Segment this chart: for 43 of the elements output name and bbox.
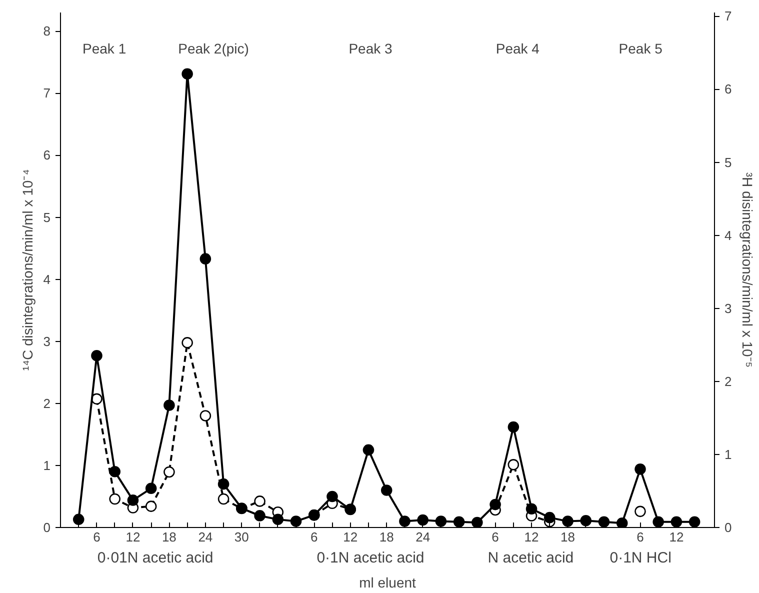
- text: 0·1N HCl: [610, 550, 672, 566]
- y2-tick-label: 1: [724, 446, 732, 462]
- annotation: Peak 2(pic): [178, 40, 249, 57]
- x-tick-label: 12: [343, 530, 358, 544]
- y-tick-label: 4: [43, 272, 51, 287]
- x-tick-label: 30: [234, 530, 249, 544]
- x-tick-label: 18: [560, 530, 575, 544]
- x-tick-label: 12: [524, 530, 539, 544]
- y-tick-label: 6: [43, 148, 51, 163]
- x-axis-title: ml eluent: [359, 574, 416, 590]
- x-tick-label: 6: [310, 530, 318, 544]
- y-tick-label: 1: [43, 458, 51, 473]
- y2-tick-label: 4: [724, 228, 732, 243]
- x-tick-label: 6: [636, 530, 644, 544]
- y2-tick-label: 5: [724, 154, 732, 170]
- text: 0·01N acetic acid: [97, 550, 214, 566]
- y-tick-label: 7: [43, 86, 51, 101]
- y-tick-label: 2: [43, 396, 51, 411]
- x-tick-label: 12: [126, 530, 140, 544]
- x-tick-label: 18: [379, 530, 394, 544]
- text: N acetic acid: [488, 550, 574, 566]
- y2-tick-label: 6: [724, 82, 732, 97]
- annotation: Peak 4: [496, 40, 540, 57]
- y2-tick-label: 3: [724, 300, 732, 316]
- annotation: Peak 1: [82, 40, 126, 57]
- text: 0·1N acetic acid: [316, 550, 424, 566]
- y2-tick-label: 2: [724, 374, 732, 389]
- y-axis-title: ¹⁴C disintegrations/min/ml x 10⁻⁴: [19, 169, 36, 371]
- annotation: Peak 5: [618, 40, 663, 57]
- y2-tick-label: 7: [724, 8, 732, 24]
- x-tick-label: 6: [93, 530, 100, 544]
- y2-tick-label: 0: [724, 520, 732, 535]
- x-tick-label: 18: [162, 530, 176, 544]
- annotation: Peak 3: [348, 40, 393, 57]
- y-tick-label: 3: [43, 334, 51, 349]
- y-tick-label: 8: [43, 24, 51, 39]
- y-tick-label: 0: [43, 520, 51, 535]
- y2-axis-title: ³H disintegrations/min/ml x 10⁻⁵: [740, 172, 756, 368]
- y-tick-label: 5: [43, 210, 51, 225]
- x-tick-label: 24: [198, 530, 213, 544]
- x-tick-label: 12: [669, 530, 684, 544]
- x-tick-label: 24: [416, 530, 430, 544]
- x-tick-label: 6: [492, 530, 499, 544]
